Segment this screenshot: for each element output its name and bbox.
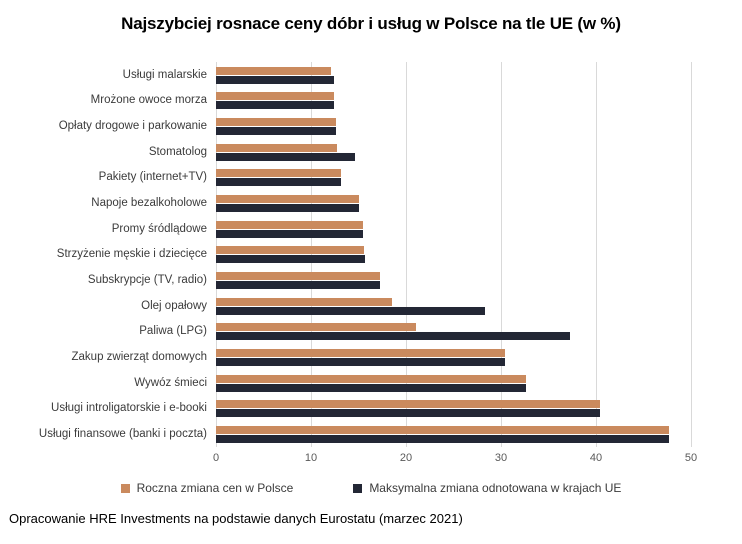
bar-eu-max <box>216 75 334 84</box>
bar-row <box>216 271 691 289</box>
bar-poland <box>216 400 600 409</box>
category-label: Strzyżenie męskie i dziecięce <box>56 248 207 261</box>
category-label: Zakup zwierząt domowych <box>71 351 208 364</box>
gridline-50 <box>691 62 692 447</box>
bar-row <box>216 194 691 212</box>
legend-item-eu-max: Maksymalna zmiana odnotowana w krajach U… <box>353 481 621 495</box>
bar-poland <box>216 220 364 229</box>
bar-eu-max <box>216 229 364 238</box>
bar-eu-max <box>216 255 366 264</box>
bar-row <box>216 66 691 84</box>
category-labels: Usługi malarskie Mrożone owoce morza Opłat… <box>0 62 207 447</box>
legend-label-eu-max: Maksymalna zmiana odnotowana w krajach U… <box>369 481 622 495</box>
bar-eu-max <box>216 280 381 289</box>
bar-eu-max <box>216 126 336 135</box>
bar-eu-max <box>216 383 526 392</box>
gridline-30 <box>501 62 502 447</box>
bar-poland <box>216 117 336 126</box>
category-label: Subskrypcje (TV, radio) <box>87 274 207 287</box>
bar-poland <box>216 323 416 332</box>
category-label: Pakiety (internet+TV) <box>98 171 207 184</box>
chart-title: Najszybciej rosnace ceny dóbr i usług w … <box>121 14 621 33</box>
bar-poland <box>216 169 342 178</box>
bar-row <box>216 117 691 135</box>
category-label: Stomatolog <box>148 145 207 158</box>
source-note: Opracowanie HRE Investments na podstawie… <box>9 511 463 526</box>
x-tick-label: 40 <box>589 452 603 464</box>
x-axis-ticks: 0 10 20 30 40 50 <box>212 452 697 468</box>
category-label: Olej opałowy <box>141 299 207 312</box>
category-label: Paliwa (LPG) <box>139 325 207 338</box>
bar-poland <box>216 374 526 383</box>
bar-row <box>216 169 691 187</box>
bar-row <box>216 297 691 315</box>
bar-eu-max <box>216 434 670 443</box>
legend-swatch-eu-max <box>353 483 363 493</box>
bar-eu-max <box>216 409 600 418</box>
x-tick-label: 50 <box>684 452 698 464</box>
bar-poland <box>216 143 337 152</box>
x-tick-label: 30 <box>494 452 508 464</box>
bar-row <box>216 374 691 392</box>
bar-row <box>216 143 691 161</box>
bar-eu-max <box>216 306 485 315</box>
bar-row <box>216 92 691 110</box>
category-label: Wywóz śmieci <box>134 376 207 389</box>
bar-eu-max <box>216 152 355 161</box>
bar-row <box>216 323 691 341</box>
bar-poland <box>216 92 334 101</box>
gridline-20 <box>406 62 407 447</box>
category-label: Usługi finansowe (banki i poczta) <box>38 428 207 441</box>
x-tick-label: 0 <box>212 452 220 464</box>
x-tick-label: 20 <box>399 452 413 464</box>
bar-eu-max <box>216 178 342 187</box>
bar-row <box>216 220 691 238</box>
category-label: Opłaty drogowe i parkowanie <box>58 120 207 133</box>
legend-item-poland: Roczna zmiana cen w Polsce <box>120 481 294 495</box>
bar-eu-max <box>216 357 505 366</box>
x-tick-label: 10 <box>304 452 318 464</box>
category-label: Mrożone owoce morza <box>90 94 207 107</box>
bar-poland <box>216 425 670 434</box>
bar-row <box>216 246 691 264</box>
category-label: Promy śródlądowe <box>111 222 207 235</box>
gridline-10 <box>311 62 312 447</box>
bar-poland <box>216 271 381 280</box>
category-label: Usługi malarskie <box>122 68 207 81</box>
legend-swatch-poland <box>120 483 130 493</box>
bar-poland <box>216 246 365 255</box>
bar-row <box>216 400 691 418</box>
bar-eu-max <box>216 203 359 212</box>
gridline-40 <box>596 62 597 447</box>
gridline-0 <box>216 62 217 447</box>
legend-label-poland: Roczna zmiana cen w Polsce <box>136 481 294 495</box>
bar-row <box>216 348 691 366</box>
category-label: Napoje bezalkoholowe <box>91 197 207 210</box>
bar-poland <box>216 194 359 203</box>
legend: Roczna zmiana cen w Polsce Maksymalna zm… <box>0 481 742 495</box>
bar-row <box>216 425 691 443</box>
bar-poland <box>216 297 392 306</box>
bar-eu-max <box>216 101 334 110</box>
bar-poland <box>216 348 505 357</box>
bar-poland <box>216 66 331 75</box>
plot-area <box>216 62 692 447</box>
bar-eu-max <box>216 332 571 341</box>
category-label: Usługi introligatorskie i e-booki <box>51 402 207 415</box>
